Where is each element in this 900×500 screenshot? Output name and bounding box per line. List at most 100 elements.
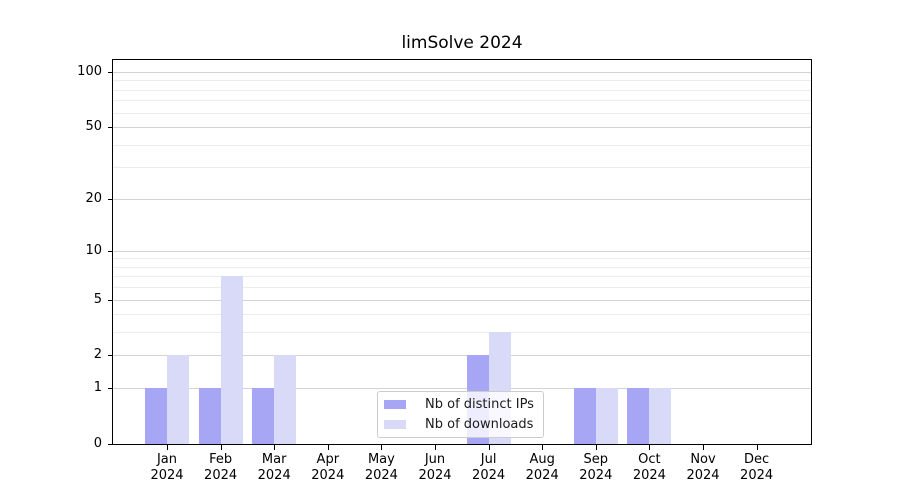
gridline-minor — [113, 276, 811, 278]
legend-item-distinct-ips: Nb of distinct IPs — [384, 395, 535, 415]
x-tick-label: Jul 2024 — [459, 452, 519, 484]
gridline-minor — [113, 332, 811, 334]
chart-title: limSolve 2024 — [401, 33, 523, 53]
x-tick-month: Nov — [690, 452, 716, 467]
bar-distinct-ips-feb — [198, 388, 221, 444]
gridline-minor — [113, 144, 811, 146]
gridline-minor — [113, 89, 811, 91]
y-tick-label: 100 — [77, 63, 102, 79]
bar-downloads-jan — [167, 355, 189, 444]
y-tick-mark — [108, 250, 113, 252]
y-tick-mark — [108, 444, 113, 445]
bar-distinct-ips-sep — [573, 388, 596, 444]
y-tick-label: 2 — [93, 347, 102, 363]
x-tick-label: May 2024 — [351, 452, 411, 484]
x-tick-year: 2024 — [257, 468, 291, 483]
gridline-minor — [113, 314, 811, 316]
gridline-minor — [113, 112, 811, 114]
x-tick-mark — [274, 445, 276, 450]
bar-downloads-oct — [649, 388, 672, 444]
x-tick-month: Feb — [209, 452, 233, 467]
y-tick-label: 10 — [85, 242, 102, 258]
bar-distinct-ips-oct — [627, 388, 650, 444]
y-tick-label: 50 — [85, 118, 102, 134]
x-tick-year: 2024 — [150, 468, 184, 483]
x-tick-year: 2024 — [364, 468, 398, 483]
x-tick-year: 2024 — [686, 468, 720, 483]
x-tick-year: 2024 — [311, 468, 345, 483]
x-tick-mark — [595, 445, 597, 450]
x-tick-month: Jul — [480, 452, 497, 467]
legend-item-downloads: Nb of downloads — [384, 415, 535, 435]
y-tick-label: 0 — [93, 436, 102, 451]
legend: Nb of distinct IPs Nb of downloads — [377, 391, 544, 438]
x-tick-label: Sep 2024 — [566, 452, 626, 484]
x-tick-mark — [167, 445, 168, 450]
bar-distinct-ips-jan — [145, 388, 167, 444]
x-tick-mark — [703, 445, 704, 450]
legend-swatch-downloads — [384, 419, 406, 429]
x-tick-mark — [488, 445, 490, 450]
x-tick-year: 2024 — [472, 468, 506, 483]
x-tick-year: 2024 — [740, 468, 774, 483]
x-tick-mark — [649, 445, 651, 450]
gridline-minor — [113, 167, 811, 169]
gridline-minor — [113, 287, 811, 289]
x-tick-mark — [327, 445, 329, 450]
bar-downloads-mar — [274, 355, 297, 444]
x-tick-year: 2024 — [579, 468, 613, 483]
legend-label-distinct-ips: Nb of distinct IPs — [425, 397, 534, 413]
gridline-major — [113, 71, 811, 73]
y-tick-mark — [108, 126, 113, 128]
x-tick-year: 2024 — [418, 468, 452, 483]
x-tick-mark — [435, 445, 436, 450]
y-tick-mark — [108, 355, 113, 357]
x-tick-year: 2024 — [525, 468, 559, 483]
x-tick-month: Mar — [261, 452, 287, 467]
gridline-major — [113, 250, 811, 252]
x-tick-month: Aug — [529, 452, 555, 467]
y-tick-mark — [108, 388, 113, 390]
gridline-minor — [113, 266, 811, 268]
x-tick-label: Nov 2024 — [673, 452, 733, 484]
x-tick-label: Mar 2024 — [244, 452, 304, 484]
gridline-minor — [113, 80, 811, 82]
x-tick-month: Apr — [316, 452, 340, 467]
gridline-major — [113, 388, 811, 390]
y-tick-mark — [108, 198, 113, 200]
y-tick-label: 5 — [93, 291, 102, 307]
y-tick-mark — [108, 299, 113, 301]
x-tick-mark — [756, 445, 758, 450]
bar-downloads-sep — [595, 388, 618, 444]
x-tick-label: Aug 2024 — [512, 452, 572, 484]
bar-downloads-feb — [220, 276, 243, 444]
x-tick-month: Jun — [424, 452, 446, 467]
x-tick-year: 2024 — [204, 468, 238, 483]
x-tick-year: 2024 — [632, 468, 666, 483]
gridline-major — [113, 126, 811, 128]
gridline-minor — [113, 100, 811, 102]
plot-area — [112, 59, 812, 445]
gridline-major — [113, 355, 811, 357]
x-tick-month: May — [367, 452, 395, 467]
x-tick-mark — [381, 445, 383, 450]
legend-label-downloads: Nb of downloads — [425, 416, 534, 432]
x-tick-label: Apr 2024 — [298, 452, 358, 484]
x-tick-label: Oct 2024 — [619, 452, 679, 484]
x-tick-label: Dec 2024 — [727, 452, 787, 484]
gridline-minor — [113, 258, 811, 260]
x-tick-month: Oct — [638, 452, 661, 467]
y-tick-mark — [108, 71, 113, 73]
bar-distinct-ips-mar — [252, 388, 275, 444]
gridline-major — [113, 299, 811, 301]
x-tick-mark — [542, 445, 544, 450]
y-tick-label: 20 — [85, 190, 102, 206]
x-tick-month: Sep — [583, 452, 609, 467]
legend-swatch-distinct-ips — [384, 400, 406, 410]
x-tick-mark — [220, 445, 222, 450]
x-tick-label: Jun 2024 — [405, 452, 465, 484]
x-tick-label: Jan 2024 — [137, 452, 197, 484]
x-tick-label: Feb 2024 — [191, 452, 251, 484]
y-tick-label: 1 — [93, 380, 102, 396]
